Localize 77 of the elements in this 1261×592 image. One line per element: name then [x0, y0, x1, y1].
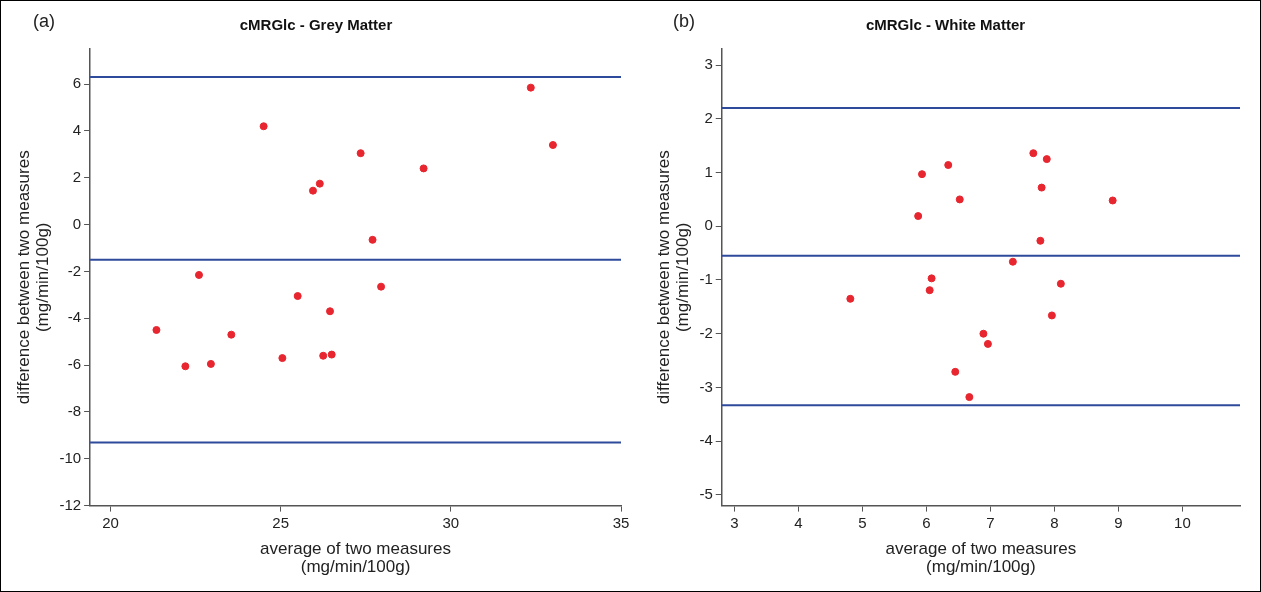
y-tick-label: -5	[699, 485, 713, 502]
point	[377, 282, 386, 291]
x-tick-label: 30	[442, 513, 460, 531]
y-tick-label: -2	[67, 261, 82, 279]
point	[194, 270, 203, 279]
y-tick-label: -2	[699, 323, 713, 341]
point	[206, 359, 215, 368]
point	[326, 307, 335, 316]
x-tick-label: 4	[794, 513, 803, 531]
chart-title: cMRGlc - White Matter	[865, 16, 1026, 34]
y-tick-label: -10	[59, 448, 82, 466]
x-tick-label: 25	[272, 513, 290, 531]
x-tick-label: 5	[858, 513, 867, 531]
y-tick-label: -12	[59, 495, 82, 513]
chart-title: cMRGlc - Grey Matter	[239, 16, 393, 34]
y-tick-label: -1	[699, 270, 713, 288]
x-tick-label: 7	[986, 513, 995, 531]
point	[1047, 311, 1056, 320]
point	[368, 235, 377, 244]
point	[315, 179, 324, 188]
point	[914, 212, 923, 221]
x-tick-label: 3	[730, 513, 739, 531]
point	[319, 351, 328, 360]
x-tick-label: 9	[1114, 513, 1123, 531]
y-axis-title: difference between two measures (mg/min/100g)	[14, 150, 52, 405]
point	[1042, 155, 1051, 164]
point	[918, 170, 926, 179]
point	[419, 164, 428, 173]
y-tick-label: -4	[67, 308, 82, 326]
point	[979, 329, 988, 338]
point	[1008, 257, 1017, 266]
point	[181, 362, 190, 371]
y-tick-label: 1	[704, 162, 713, 180]
point	[955, 195, 964, 204]
text: (a)	[33, 10, 55, 31]
y-tick-label: 0	[704, 216, 713, 234]
x-tick-label: 20	[102, 513, 119, 531]
point	[327, 350, 336, 359]
point	[1056, 279, 1065, 288]
y-tick-label: 2	[72, 167, 82, 185]
point	[1029, 149, 1038, 158]
y-tick-label: 6	[72, 74, 82, 92]
point	[846, 294, 855, 303]
x-axis-title: average of two measures (mg/min/100g)	[885, 538, 1077, 577]
y-tick-label: 4	[72, 121, 82, 139]
point	[356, 149, 365, 158]
x-tick-label: 35	[612, 513, 630, 531]
point	[548, 141, 557, 149]
point	[293, 292, 302, 301]
point	[925, 286, 934, 295]
point	[1037, 183, 1046, 192]
y-tick-label: -3	[699, 377, 713, 395]
point	[227, 330, 236, 339]
y-tick-label: -6	[67, 355, 82, 373]
point	[278, 354, 287, 363]
x-tick-label: 6	[922, 513, 931, 531]
point	[983, 339, 992, 348]
x-tick-label: 8	[1050, 513, 1059, 531]
y-axis-title: difference between two measures (mg/min/100g)	[654, 150, 692, 405]
point	[951, 367, 960, 376]
point	[965, 393, 974, 402]
point	[152, 325, 161, 334]
y-tick-label: 2	[704, 108, 713, 126]
text: (b)	[673, 10, 695, 31]
y-tick-label: -4	[699, 431, 713, 449]
point	[259, 122, 268, 131]
point	[1036, 236, 1045, 245]
point	[927, 274, 936, 283]
x-tick-label: 10	[1174, 513, 1191, 531]
y-tick-label: -8	[67, 402, 82, 420]
point	[526, 83, 535, 92]
point	[944, 161, 953, 170]
y-tick-label: 3	[704, 55, 713, 73]
x-axis-title: average of two measures (mg/min/100g)	[260, 538, 451, 577]
point	[309, 186, 317, 195]
y-tick-label: 0	[72, 214, 82, 232]
point	[1108, 196, 1117, 205]
